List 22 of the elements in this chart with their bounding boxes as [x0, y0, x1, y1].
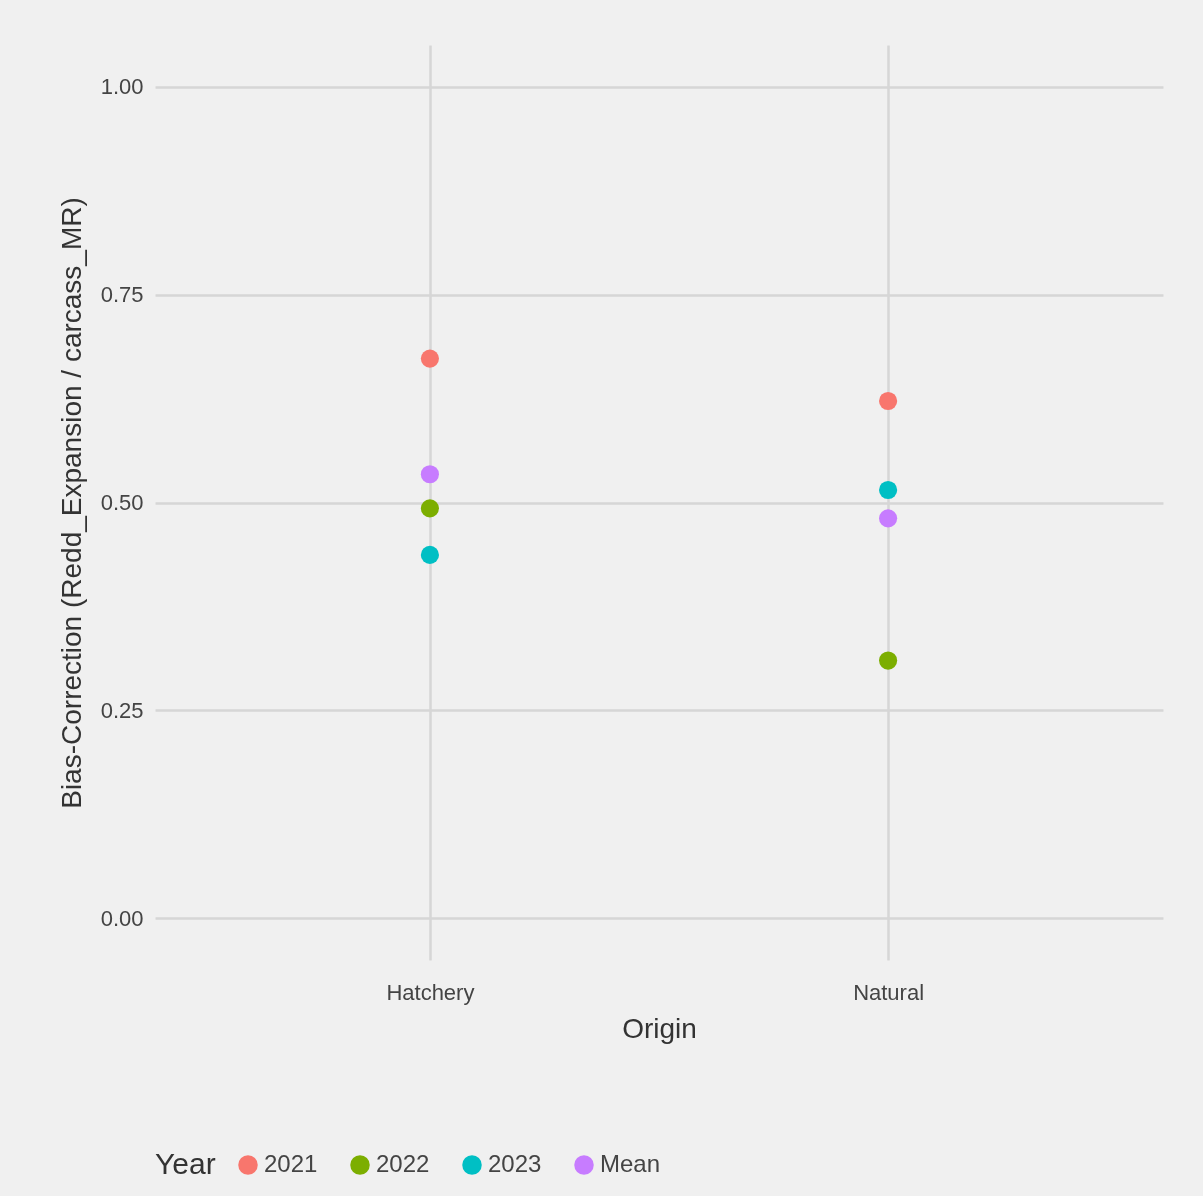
point	[420, 545, 439, 564]
legend-label: 2023	[488, 1150, 542, 1177]
x-tick-label: Natural	[853, 979, 925, 1005]
point	[879, 480, 898, 500]
point	[879, 651, 898, 670]
y-tick-label: 1.00	[100, 74, 144, 100]
y-tick-label: 0.75	[100, 282, 144, 308]
legend-label: 2022	[376, 1150, 430, 1177]
y-axis-title: Bias-Correction (Redd_Expansion / carcass_MR)	[55, 197, 87, 809]
legend-label: 2021	[264, 1150, 318, 1177]
point	[420, 499, 439, 518]
point	[879, 509, 898, 528]
y-tick-label: 0.50	[100, 490, 144, 515]
point	[879, 391, 898, 411]
legend-title: Year	[155, 1147, 216, 1180]
y-tick-label: 0.25	[100, 697, 144, 723]
legend-label: Mean	[600, 1150, 661, 1177]
y-tick-label: 0.00	[100, 905, 144, 931]
x-axis-title: Origin	[622, 1012, 697, 1044]
point	[420, 465, 439, 484]
x-tick-label: Hatchery	[386, 979, 475, 1005]
point	[420, 349, 439, 368]
